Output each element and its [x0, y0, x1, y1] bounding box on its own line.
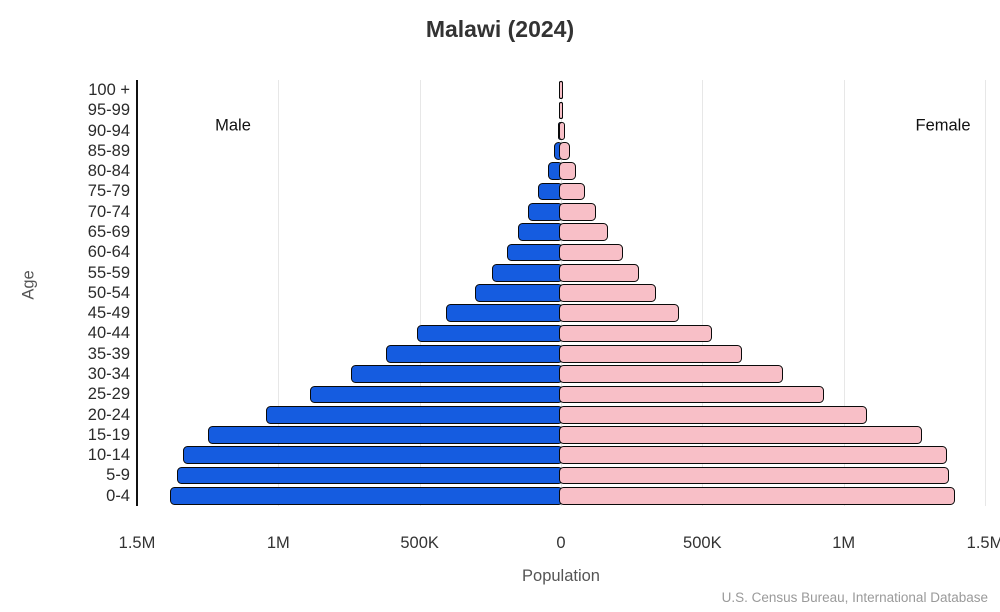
bar-female-95-99 [559, 101, 564, 120]
age-tick-label: 100 + [88, 81, 130, 99]
age-tick-label: 15-19 [87, 425, 130, 444]
gridline [843, 80, 845, 506]
bar-female-45-49 [559, 304, 680, 323]
bar-female-70-74 [559, 203, 596, 221]
bar-female-20-24 [559, 405, 868, 424]
bar-male-25-29 [309, 385, 563, 404]
male-series-label: Male [215, 116, 251, 135]
bar-male-10-14 [182, 446, 563, 465]
x-tick-label: 1M [266, 534, 290, 552]
bar-male-45-49 [446, 304, 563, 323]
age-tick-label: 80-84 [87, 162, 130, 181]
bar-female-80-84 [559, 162, 576, 181]
age-tick-label: 45-49 [87, 304, 130, 323]
source-attribution: U.S. Census Bureau, International Databa… [721, 590, 988, 605]
age-tick-label: 95-99 [87, 101, 130, 120]
bar-male-65-69 [517, 223, 563, 241]
gridline [419, 80, 421, 506]
x-axis-title: Population [522, 567, 600, 585]
age-tick-label: 90-94 [87, 121, 130, 140]
gridline [985, 80, 986, 506]
bar-male-5-9 [177, 466, 563, 485]
age-tick-label: 55-59 [87, 263, 130, 282]
x-tick-label: 500K [400, 534, 439, 552]
x-tick-label: 500K [683, 534, 722, 552]
bar-female-15-19 [559, 426, 923, 444]
bar-female-40-44 [559, 324, 712, 343]
age-tick-label: 40-44 [87, 324, 130, 343]
y-axis-spine [136, 80, 138, 506]
age-tick-label: 50-54 [87, 283, 130, 302]
age-tick-label: 60-64 [87, 243, 130, 262]
bar-female-5-9 [559, 466, 950, 485]
age-tick-label: 25-29 [87, 385, 130, 404]
x-tick-label: 1M [832, 534, 856, 552]
bar-female-100+ [559, 81, 563, 99]
bar-female-75-79 [559, 182, 586, 201]
age-tick-label: 70-74 [87, 202, 130, 221]
y-axis-title: Age [19, 270, 38, 300]
bar-female-30-34 [559, 365, 783, 383]
bar-female-35-39 [559, 345, 743, 363]
age-tick-label: 65-69 [87, 223, 130, 241]
age-tick-label: 20-24 [87, 405, 130, 424]
bar-male-70-74 [528, 203, 563, 221]
bar-male-15-19 [207, 426, 563, 444]
age-tick-label: 0-4 [106, 486, 130, 505]
bar-male-50-54 [474, 284, 563, 302]
x-tick-label: 1.5M [118, 534, 156, 552]
bar-female-55-59 [559, 263, 640, 282]
age-tick-label: 35-39 [87, 344, 130, 363]
age-tick-label: 10-14 [87, 446, 130, 465]
bar-female-0-4 [559, 487, 956, 505]
bar-male-60-64 [506, 243, 563, 262]
bar-female-65-69 [559, 223, 608, 241]
female-series-label: Female [915, 116, 971, 135]
x-tick-label: 0 [556, 534, 566, 552]
age-tick-label: 30-34 [87, 365, 130, 383]
bar-male-35-39 [386, 345, 563, 363]
bar-male-30-34 [351, 365, 563, 383]
bar-female-25-29 [559, 385, 825, 404]
age-tick-label: 75-79 [87, 182, 130, 201]
gridline [702, 80, 704, 506]
bar-female-50-54 [559, 284, 657, 302]
bar-male-0-4 [170, 487, 563, 505]
age-tick-label: 85-89 [87, 141, 130, 160]
bar-male-55-59 [491, 263, 563, 282]
x-tick-label: 1.5M [966, 534, 1000, 552]
bar-female-85-89 [559, 142, 570, 160]
bar-female-60-64 [559, 243, 623, 262]
bar-female-90-94 [559, 121, 565, 140]
plot-area [136, 80, 986, 506]
bar-female-10-14 [559, 446, 948, 465]
age-tick-label: 5-9 [106, 466, 130, 485]
gridline [278, 80, 280, 506]
chart-title: Malawi (2024) [425, 16, 575, 42]
bar-male-20-24 [265, 405, 563, 424]
bar-male-40-44 [416, 324, 563, 343]
